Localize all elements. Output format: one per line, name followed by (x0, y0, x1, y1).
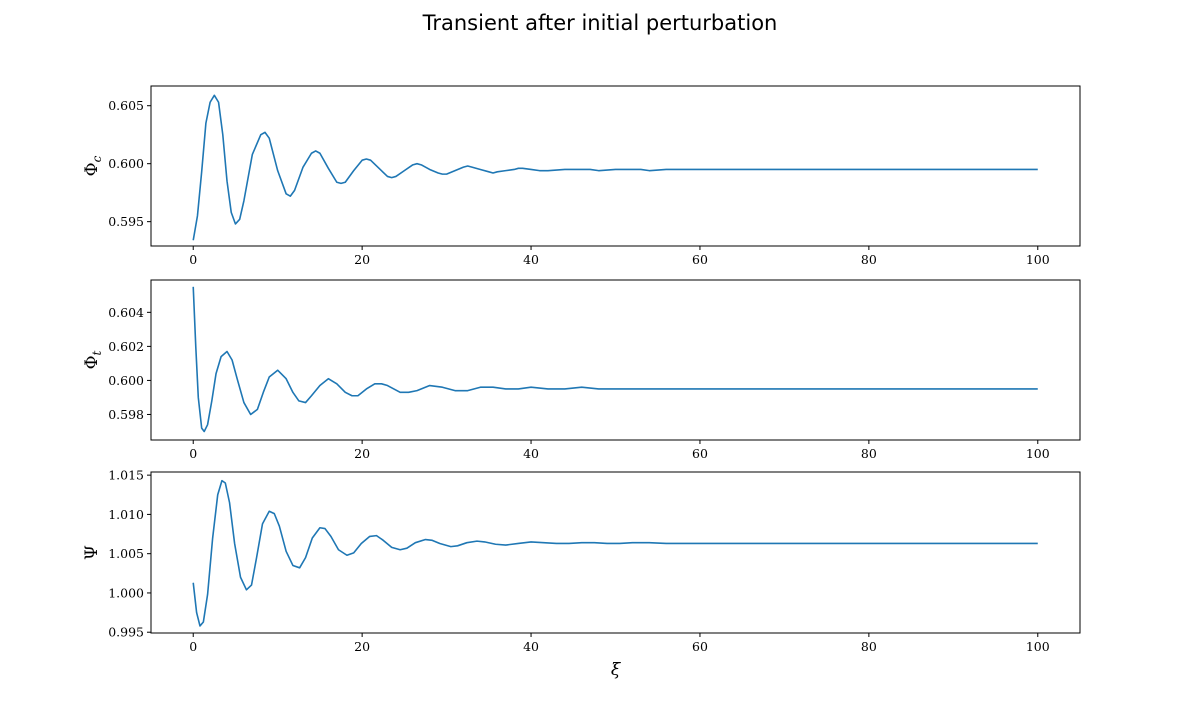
chart1-xtick-label-4: 80 (861, 446, 877, 461)
chart0-xtick-label-1: 20 (354, 252, 370, 267)
chart2-xtick-label-5: 100 (1026, 639, 1050, 654)
chart2-ytick-label-3: 1.010 (108, 507, 144, 522)
panel-phi-c: 0 20 40 60 80 100 0.595 0.600 0.605 Φc (82, 85, 1081, 267)
chart0-series-0-line (192, 94, 1038, 241)
chart1-ytick-label-1: 0.600 (108, 373, 144, 388)
chart1-xtick-label-5: 100 (1026, 446, 1050, 461)
chart2-xtick-label-1: 20 (354, 639, 370, 654)
chart1-series-0-line (192, 286, 1038, 433)
chart1-ytick-label-0: 0.598 (108, 407, 144, 422)
chart2-series-0-line (192, 479, 1038, 627)
chart0-axes-frame (150, 85, 1081, 247)
chart0-xtick-label-2: 40 (523, 252, 539, 267)
chart1-xtick-label-2: 40 (523, 446, 539, 461)
chart1-xtick-label-1: 20 (354, 446, 370, 461)
figure-title: Transient after initial perturbation (422, 11, 778, 35)
chart2-ytick-label-2: 1.005 (108, 546, 144, 561)
chart2-xtick-label-2: 40 (523, 639, 539, 654)
chart0-ytick-label-2: 0.605 (108, 98, 144, 113)
panel-phi-t: 0 20 40 60 80 100 0.598 0.600 0.602 0.604 Φt (82, 279, 1081, 461)
chart0-ytick-label-1: 0.600 (108, 156, 144, 171)
chart1-axes-frame (150, 279, 1081, 441)
chart1-xtick-label-0: 0 (189, 446, 197, 461)
chart1-ylabel: Φt (82, 350, 104, 369)
chart0-ytick-label-0: 0.595 (108, 214, 144, 229)
chart0-xtick-label-5: 100 (1026, 252, 1050, 267)
chart2-axes-frame (150, 471, 1081, 634)
chart1-ytick-label-2: 0.602 (108, 339, 144, 354)
chart0-xtick-label-0: 0 (189, 252, 197, 267)
chart2-xtick-label-0: 0 (189, 639, 197, 654)
chart2-xtick-label-3: 60 (692, 639, 708, 654)
chart2-xtick-label-4: 80 (861, 639, 877, 654)
chart1-ytick-label-3: 0.604 (108, 305, 144, 320)
chart2-xlabel: ξ (611, 660, 622, 680)
chart0-ylabel: Φc (82, 155, 104, 176)
chart2-ylabel: Ψ (82, 545, 102, 560)
chart2-ytick-label-0: 0.995 (108, 625, 144, 640)
chart0-xtick-label-4: 80 (861, 252, 877, 267)
chart2-ytick-label-1: 1.000 (108, 585, 144, 600)
chart1-xtick-label-3: 60 (692, 446, 708, 461)
chart2-ytick-label-4: 1.015 (108, 468, 144, 483)
panel-psi: 0 20 40 60 80 100 0.995 1.000 1.005 1.010 1.015 Ψξ (82, 468, 1081, 680)
chart0-xtick-label-3: 60 (692, 252, 708, 267)
